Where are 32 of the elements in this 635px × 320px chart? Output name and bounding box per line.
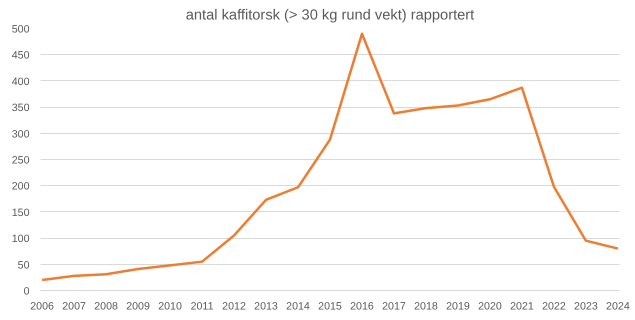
x-tick-label: 2008 [94,300,118,312]
x-tick-label: 2021 [510,300,534,312]
x-tick-label: 2012 [222,300,246,312]
y-tick-label: 0 [24,286,30,298]
x-tick-label: 2024 [606,300,630,312]
x-tick-label: 2023 [574,300,598,312]
y-tick-label: 400 [12,76,30,88]
y-tick-label: 450 [12,50,30,62]
y-tick-label: 300 [12,128,30,140]
chart-title: antal kaffitorsk (> 30 kg rund vekt) rapportert [186,8,474,24]
x-tick-label: 2015 [318,300,342,312]
x-tick-label: 2013 [254,300,278,312]
y-tick-label: 100 [12,233,30,246]
y-tick-label: 200 [12,180,30,193]
y-tick-label: 50 [18,259,30,272]
y-tick-label: 500 [12,24,30,36]
x-tick-label: 2016 [350,300,374,312]
y-tick-label: 150 [12,206,30,219]
y-tick-label: 350 [12,102,30,114]
x-tick-label: 2010 [158,300,182,312]
x-tick-label: 2011 [190,300,214,312]
x-tick-label: 2014 [286,300,310,312]
x-tick-label: 2009 [126,300,150,312]
x-tick-label: 2007 [62,300,86,312]
x-tick-label: 2022 [542,300,566,312]
x-tick-label: 2017 [382,300,406,312]
x-tick-label: 2020 [478,300,502,312]
y-tick-label: 250 [12,154,30,166]
line-series [40,32,620,282]
x-tick-label: 2018 [414,300,438,312]
x-tick-label: 2019 [446,300,470,312]
x-tick-label: 2006 [30,300,54,312]
